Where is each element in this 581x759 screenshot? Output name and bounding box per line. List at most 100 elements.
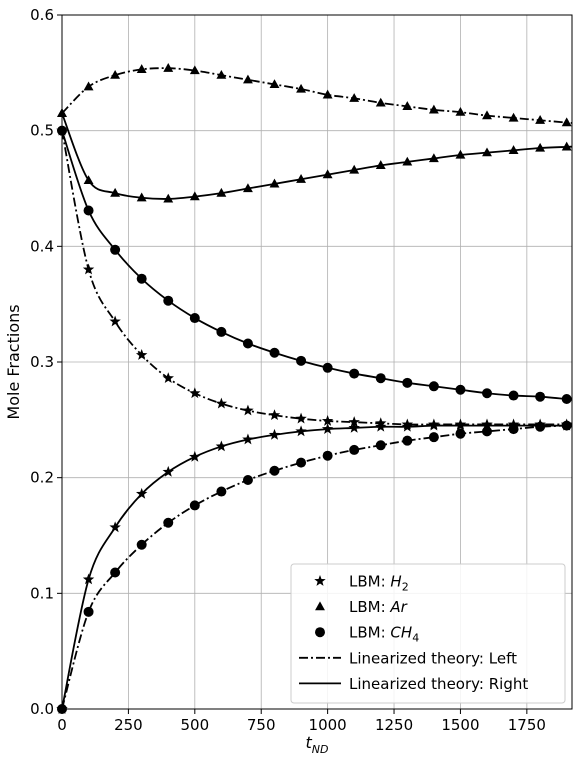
marker-ar-right xyxy=(375,160,386,170)
marker-h2-left xyxy=(242,404,254,416)
marker-ch4-left xyxy=(349,444,360,455)
marker-ch4-left xyxy=(242,474,253,485)
marker-h2-right xyxy=(242,433,254,445)
marker-h2-right xyxy=(162,465,174,477)
y-tick-label: 0.1 xyxy=(30,584,54,602)
marker-ar-left xyxy=(428,104,439,114)
marker-h2-right xyxy=(109,521,121,533)
marker-ar-right xyxy=(83,175,94,185)
marker-ch4-right xyxy=(136,273,147,284)
marker-h2-right xyxy=(215,440,228,452)
marker-h2-left xyxy=(348,416,360,427)
marker-ar-left xyxy=(296,83,306,93)
marker-ar-left xyxy=(163,63,174,72)
marker-h2-right xyxy=(135,487,148,499)
marker-ar-right xyxy=(243,183,253,193)
axis-ticks: 0 250 500 750 1000 1250 1500 1750 0.0 0.1 0.2 0.3 0.… xyxy=(30,6,546,734)
y-axis-label: Mole Fractions xyxy=(4,304,23,419)
x-tick-label: 500 xyxy=(180,716,209,734)
marker-h2-right xyxy=(268,428,281,440)
marker-ar-left xyxy=(189,65,200,75)
legend-marker-star xyxy=(314,575,326,586)
marker-ar-left xyxy=(455,106,466,116)
marker-ch4-left xyxy=(561,420,572,431)
marker-h2-left xyxy=(82,263,95,275)
marker-h2-right xyxy=(428,419,440,431)
x-tick-label: 1000 xyxy=(309,716,347,734)
marker-h2-left xyxy=(135,349,148,360)
grid xyxy=(61,14,572,710)
theory-curve-ar-left xyxy=(61,67,573,124)
marker-h2-right xyxy=(348,421,360,433)
marker-ar-right xyxy=(216,187,227,197)
marker-ar-left xyxy=(535,115,546,124)
marker-ar-left xyxy=(375,97,386,107)
legend-label-text: LBM: xyxy=(349,598,390,616)
marker-ar-right xyxy=(402,156,413,166)
lbm-markers xyxy=(56,63,573,714)
marker-ch4-right xyxy=(455,384,466,395)
marker-h2-right xyxy=(401,420,414,432)
y-tick-label: 0.0 xyxy=(30,700,54,718)
marker-ch4-right xyxy=(535,391,546,402)
legend-label-text: LBM: xyxy=(349,624,390,642)
marker-h2-right xyxy=(321,423,334,434)
marker-ch4-left xyxy=(535,421,546,432)
x-tick-label: 250 xyxy=(114,716,143,734)
x-tick-label: 0 xyxy=(57,716,67,734)
legend-label-text: Linearized theory: Right xyxy=(349,675,528,693)
marker-ch4-left xyxy=(322,450,333,461)
legend-label-math: CH xyxy=(390,624,412,642)
legend-label-math: Ar xyxy=(389,598,407,616)
marker-ar-left xyxy=(243,74,253,84)
marker-ch4-right xyxy=(428,381,439,392)
marker-ch4-right xyxy=(402,377,413,388)
marker-ch4-right xyxy=(163,295,174,306)
marker-ch4-right xyxy=(375,373,386,384)
x-axis-label: tND xyxy=(306,733,329,756)
marker-ar-left xyxy=(508,112,519,122)
marker-ar-right xyxy=(428,153,439,163)
legend-label: Linearized theory: Left xyxy=(349,649,517,667)
x-tick-label: 1500 xyxy=(441,716,479,734)
legend-label-sub: 4 xyxy=(412,632,419,645)
y-tick-label: 0.5 xyxy=(30,122,54,140)
marker-ch4-left xyxy=(216,486,227,497)
marker-h2-right xyxy=(82,573,95,585)
marker-ar-left xyxy=(269,79,280,89)
marker-ar-left xyxy=(561,117,572,127)
marker-h2-right xyxy=(189,450,201,462)
x-tick-label: 1250 xyxy=(375,716,413,734)
legend-label: LBM: Ar xyxy=(349,598,408,616)
marker-ch4-left xyxy=(455,428,466,439)
legend-marker-triangle xyxy=(315,601,325,611)
marker-ch4-left xyxy=(189,500,200,511)
marker-ar-right xyxy=(269,178,280,188)
legend-label: Linearized theory: Right xyxy=(349,675,528,693)
legend-label-math: H xyxy=(390,573,401,591)
y-tick-label: 0.4 xyxy=(30,237,54,255)
marker-ar-right xyxy=(136,192,147,202)
x-tick-label: 750 xyxy=(247,716,276,734)
marker-ar-left xyxy=(322,89,333,99)
marker-ch4-right xyxy=(189,313,200,324)
legend-marker-circle xyxy=(315,627,325,638)
marker-ch4-right xyxy=(83,205,94,216)
marker-ar-left xyxy=(216,69,227,79)
marker-ar-right xyxy=(455,149,466,159)
marker-ar-right xyxy=(561,141,572,151)
marker-ch4-left xyxy=(402,435,413,446)
marker-ch4-right xyxy=(349,368,360,379)
marker-ar-left xyxy=(349,93,360,102)
marker-ch4-right xyxy=(216,326,227,337)
x-axis-label-sub: ND xyxy=(312,743,329,756)
marker-ch4-right xyxy=(110,244,121,255)
marker-ar-right xyxy=(349,164,360,174)
legend-label-text: LBM: xyxy=(349,573,390,591)
marker-h2-left xyxy=(189,387,201,399)
marker-ar-right xyxy=(296,174,306,183)
marker-ar-right xyxy=(163,193,174,203)
marker-ar-left xyxy=(136,64,147,73)
marker-ar-left xyxy=(110,69,121,79)
marker-ch4-right xyxy=(561,394,572,405)
